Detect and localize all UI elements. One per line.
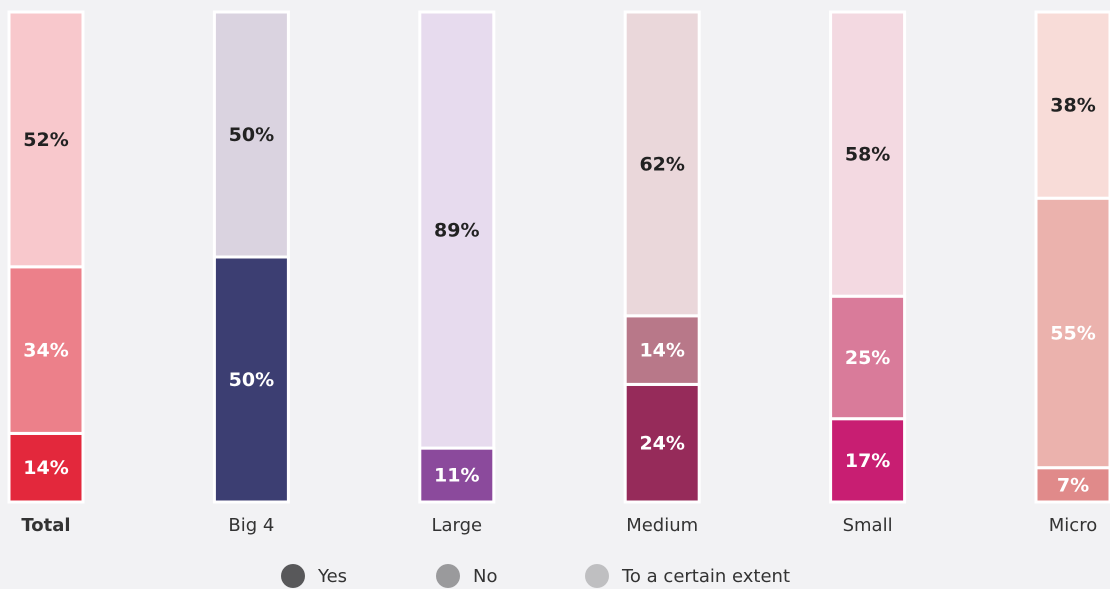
- bar-segment: [623, 10, 701, 318]
- bar-segment: [212, 255, 290, 504]
- legend-label: No: [473, 566, 497, 587]
- bar-segment: [1034, 10, 1110, 200]
- value-label: 52%: [23, 129, 68, 151]
- value-label: 34%: [23, 340, 68, 362]
- legend-marker: [281, 564, 305, 588]
- legend-label: To a certain extent: [621, 566, 790, 587]
- value-label: 58%: [845, 144, 890, 166]
- value-label: 14%: [639, 340, 684, 362]
- value-label: 50%: [229, 369, 274, 391]
- category-label: Big 4: [228, 515, 274, 536]
- bar-segment: [212, 10, 290, 259]
- value-label: 7%: [1057, 474, 1089, 496]
- legend-marker: [585, 564, 609, 588]
- bar-segment: [7, 431, 85, 504]
- legend-marker: [436, 564, 460, 588]
- bar-segment: [418, 10, 496, 450]
- category-label: Medium: [626, 515, 698, 536]
- value-label: 14%: [23, 457, 68, 479]
- bar-segment: [623, 314, 701, 386]
- category-label: Small: [843, 515, 893, 536]
- bar-segment: [623, 382, 701, 504]
- legend-label: Yes: [317, 566, 347, 587]
- bar-segment: [418, 446, 496, 504]
- category-label: Large: [431, 515, 482, 536]
- value-label: 38%: [1050, 95, 1095, 117]
- value-label: 24%: [639, 433, 684, 455]
- value-label: 25%: [845, 347, 890, 369]
- bar-segment: [7, 10, 85, 269]
- bar-segment: [829, 10, 907, 298]
- category-label: Micro: [1049, 515, 1097, 536]
- value-label: 50%: [229, 124, 274, 146]
- bar-segment: [829, 294, 907, 421]
- category-label: Total: [21, 515, 70, 536]
- value-label: 17%: [845, 450, 890, 472]
- value-label: 11%: [434, 465, 479, 487]
- bar-segment: [7, 265, 85, 435]
- value-label: 55%: [1050, 322, 1095, 344]
- value-label: 62%: [639, 153, 684, 175]
- bar-segment: [829, 417, 907, 504]
- value-label: 89%: [434, 220, 479, 242]
